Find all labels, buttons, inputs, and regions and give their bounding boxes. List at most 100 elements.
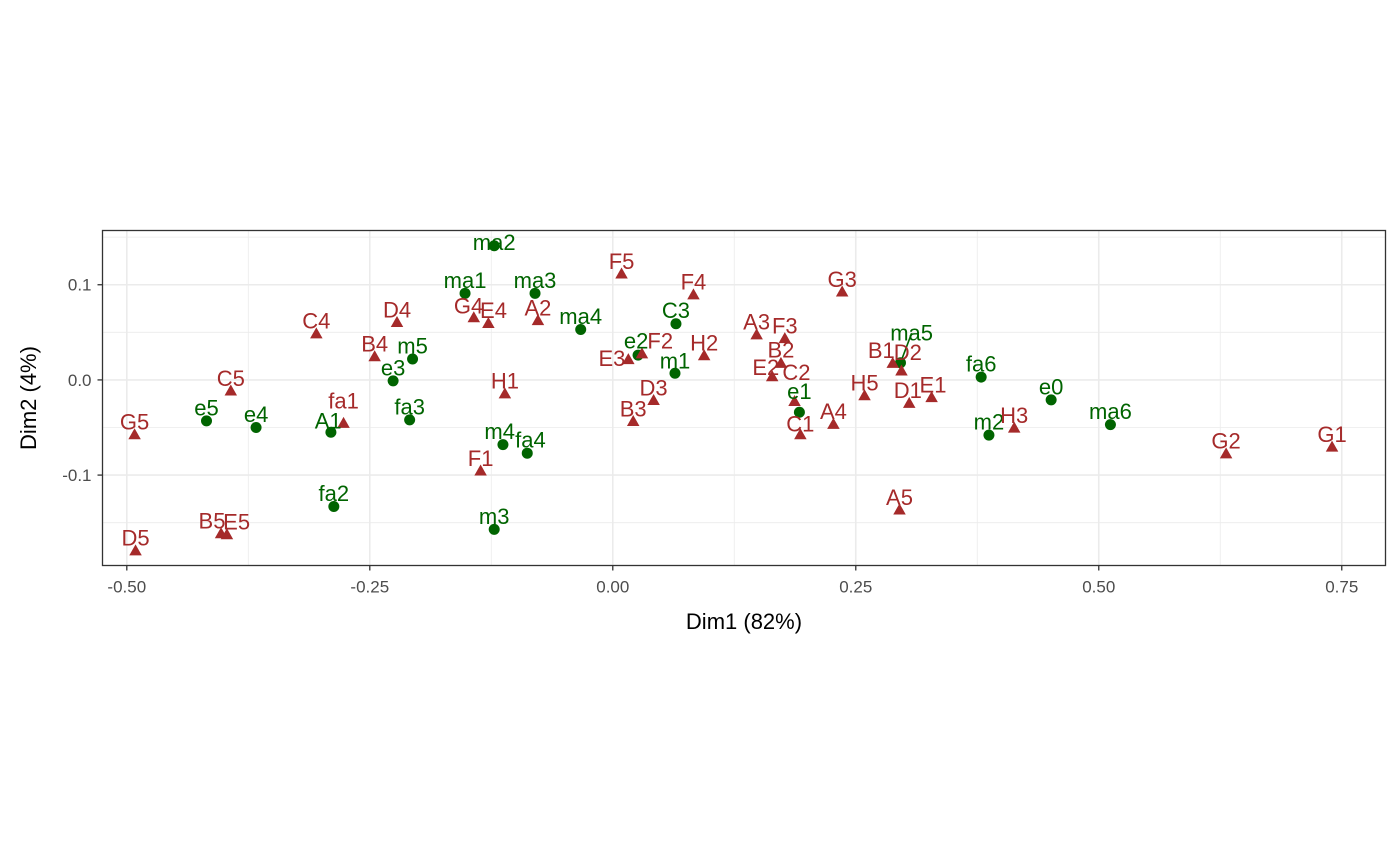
point-label-ma6: ma6 [1089,399,1132,424]
y-axis-title: Dim2 (4%) [16,346,41,450]
point-label-G1: G1 [1317,422,1346,447]
point-marker-G5 [128,428,141,440]
point-label-B5: B5 [199,509,226,534]
point-marker-G3 [835,285,849,297]
point-label-E4: E4 [480,298,507,323]
point-marker-F4 [687,288,700,300]
point-label-D4: D4 [383,297,411,322]
point-label-C4: C4 [302,309,330,334]
point-marker-ma6 [1104,419,1116,431]
point-label-D2: D2 [894,340,922,365]
point-label-C1: C1 [786,412,814,437]
point-marker-E1 [925,391,938,403]
point-label-C5: C5 [217,366,245,391]
point-label-G2: G2 [1211,429,1240,454]
point-label-fa1: fa1 [328,389,359,414]
point-label-B1: B1 [868,338,895,363]
x-tick-label: 0.50 [1082,578,1115,597]
point-label-m3: m3 [479,504,510,529]
point-marker-D1 [902,396,916,408]
point-label-fa3: fa3 [394,394,425,419]
point-label-ma3: ma3 [514,268,557,293]
point-label-ma4: ma4 [559,304,602,329]
point-marker-F1 [474,464,487,476]
point-marker-m4 [497,439,509,451]
point-label-G3: G3 [827,267,856,292]
point-marker-C5 [224,384,238,396]
point-marker-B1 [886,356,899,368]
point-marker-A5 [893,503,906,515]
point-label-e3: e3 [381,355,405,380]
y-tick-label: -0.1 [62,466,91,485]
point-label-E5: E5 [223,510,250,535]
point-label-H2: H2 [690,331,718,356]
point-marker-m3 [488,523,500,535]
point-marker-E2 [765,370,779,382]
point-label-H5: H5 [850,371,878,396]
x-axis-title: Dim1 (82%) [686,609,802,634]
point-marker-C3 [670,318,682,330]
y-tick-label: 0.0 [68,371,92,390]
point-label-H3: H3 [1000,403,1028,428]
point-label-ma1: ma1 [444,268,487,293]
point-label-A1: A1 [315,408,342,433]
point-marker-D2 [895,364,908,376]
point-marker-m5 [407,353,419,365]
point-label-F4: F4 [681,270,707,295]
point-marker-A2 [531,314,545,326]
point-marker-E3 [622,353,635,365]
point-label-F2: F2 [647,328,673,353]
point-label-E1: E1 [920,372,947,397]
data-points [128,240,1339,556]
point-label-A4: A4 [820,399,847,424]
point-label-F1: F1 [468,446,494,471]
x-tick-label: 0.75 [1325,578,1358,597]
point-marker-B3 [626,414,640,426]
point-marker-A3 [750,328,763,340]
point-marker-H1 [498,387,512,399]
point-label-E2: E2 [752,355,779,380]
point-label-B4: B4 [361,332,388,357]
point-label-D1: D1 [894,378,922,403]
point-marker-F3 [778,332,792,344]
grid-lines [102,230,1386,566]
point-marker-fa4 [521,447,533,459]
point-marker-fa2 [328,500,340,512]
point-marker-m1 [669,367,681,379]
point-marker-C4 [310,327,323,339]
point-marker-B4 [368,350,381,362]
point-label-A3: A3 [743,310,770,335]
point-label-A5: A5 [886,485,913,510]
x-tick-label: 0.00 [596,578,629,597]
point-marker-C1 [794,428,807,440]
point-marker-G4 [467,311,481,323]
point-marker-C2 [788,394,801,406]
point-label-A2: A2 [524,295,551,320]
point-label-H1: H1 [491,369,519,394]
point-marker-A4 [827,417,840,429]
point-marker-H5 [858,389,871,401]
point-marker-e5 [201,415,213,427]
point-label-D3: D3 [640,375,668,400]
point-marker-ma3 [529,287,541,299]
point-marker-D4 [390,315,404,327]
point-label-E3: E3 [598,346,625,371]
point-marker-e0 [1045,394,1057,406]
point-label-F3: F3 [772,313,798,338]
point-label-e1: e1 [787,379,811,404]
point-marker-ma2 [488,240,500,252]
point-marker-fa6 [975,371,987,383]
panel-border [101,229,1387,567]
point-marker-e1 [793,406,805,418]
y-tick-label: 0.1 [68,276,92,295]
axes: -0.50 -0.25 0.00 0.25 0.50 0.75 -0.1 0.0 0.1 [62,276,1358,597]
point-marker-H2 [697,349,711,361]
point-marker-A1 [325,426,337,438]
point-marker-D3 [647,394,660,406]
point-marker-G1 [1325,440,1339,452]
point-marker-E5 [220,528,234,540]
label-leader-ma5 [899,332,913,364]
x-tick-label: -0.50 [107,578,146,597]
point-marker-E4 [482,316,495,328]
